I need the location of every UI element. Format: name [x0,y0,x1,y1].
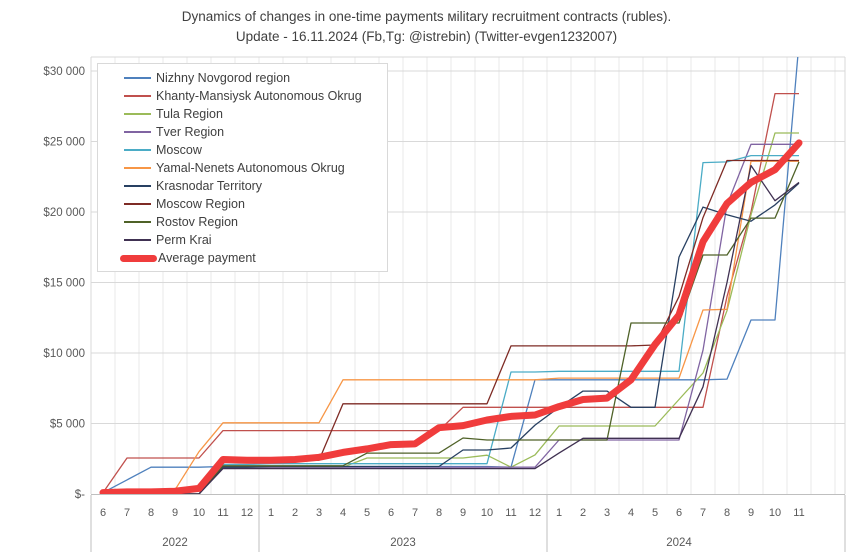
x-axis-month-label: 7 [124,507,130,519]
legend-swatch [124,203,151,205]
x-axis-month-label: 7 [700,507,706,519]
x-axis-month-label: 5 [652,507,658,519]
legend-swatch [120,254,157,262]
legend-label: Krasnodar Territory [156,179,263,193]
x-axis-year-label: 2022 [162,537,188,549]
x-axis-month-label: 4 [628,507,634,519]
legend-label: Khanty-Mansiysk Autonomous Okrug [156,89,362,103]
x-axis-month-label: 9 [748,507,754,519]
legend-label: Average payment [158,251,256,265]
y-axis-tick-label: $- [75,489,85,501]
x-axis-month-label: 11 [793,507,804,519]
legend-swatch [124,185,151,187]
x-axis-month-label: 9 [460,507,466,519]
legend-item-average-payment: Average payment [98,249,387,267]
x-axis-month-label: 8 [724,507,730,519]
y-axis-tick-label: $5 000 [50,419,85,431]
legend-item-tula-region: Tula Region [98,105,387,123]
x-axis-month-label: 4 [340,507,346,519]
legend-label: Moscow [156,143,202,157]
x-axis-month-label: 2 [292,507,298,519]
legend-item-krasnodar-territory: Krasnodar Territory [98,177,387,195]
legend-swatch [124,149,151,151]
series-line-krasnodar-territory [103,182,800,494]
legend-item-moscow-region: Moscow Region [98,195,387,213]
y-axis-tick-label: $30 000 [43,66,85,78]
x-axis-month-label: 7 [412,507,418,519]
legend-swatch [124,221,151,223]
x-axis-month-label: 3 [316,507,322,519]
series-line-perm-krai [103,164,800,494]
legend-label: Rostov Region [156,215,238,229]
legend-swatch [124,239,151,241]
x-axis-month-label: 1 [268,507,274,519]
x-axis-month-label: 6 [676,507,682,519]
series-line-yamal-nenets-autonomous-okrug [103,160,799,494]
legend-item-tver-region: Tver Region [98,123,387,141]
x-axis-month-label: 12 [529,507,541,519]
x-axis-month-label: 9 [172,507,178,519]
legend-label: Nizhny Novgorod region [156,71,291,85]
x-axis-month-label: 11 [217,507,228,519]
legend-swatch [124,95,151,97]
legend-swatch [124,167,151,169]
legend-label: Yamal-Nenets Autonomous Okrug [156,161,345,175]
x-axis-month-label: 6 [100,507,106,519]
x-axis-year-label: 2023 [390,537,416,549]
x-axis-month-label: 11 [505,507,516,519]
x-axis-month-label: 8 [436,507,442,519]
chart-legend: Nizhny Novgorod region Khanty-Mansiysk Au… [97,63,388,272]
legend-label: Tula Region [156,107,223,121]
chart-title-line1: Dynamics of changes in one-time payments… [181,9,672,24]
x-axis-year-label: 2024 [666,537,692,549]
legend-swatch [124,113,151,115]
y-axis-tick-label: $25 000 [43,137,85,149]
legend-item-nizhny-novgorod-region: Nizhny Novgorod region [98,69,387,87]
series-line-khanty-mansiysk-autonomous-okrug [102,92,799,493]
legend-label: Moscow Region [156,197,245,211]
legend-item-yamal-nenets-autonomous-okrug: Yamal-Nenets Autonomous Okrug [98,159,387,177]
x-axis-month-label: 10 [481,507,493,519]
legend-item-moscow: Moscow [98,141,387,159]
legend-item-perm-krai: Perm Krai [98,231,387,249]
x-axis-month-label: 10 [769,507,781,519]
legend-swatch [124,131,151,133]
x-axis-month-label: 2 [580,507,586,519]
chart-title-line2: Update - 16.11.2024 (Fb,Tg: @istrebin) (… [235,28,618,44]
x-axis-month-label: 1 [556,507,562,519]
legend-item-rostov-region: Rostov Region [98,213,387,231]
series-line-average-payment [99,139,803,494]
y-axis-tick-label: $15 000 [43,278,85,290]
legend-label: Tver Region [156,125,225,139]
y-axis-tick-label: $10 000 [43,348,85,360]
x-axis-month-label: 6 [388,507,394,519]
x-axis-month-label: 5 [364,507,370,519]
legend-label: Perm Krai [156,233,212,247]
x-axis-month-label: 3 [604,507,610,519]
legend-item-khanty-mansiysk-autonomous-okrug: Khanty-Mansiysk Autonomous Okrug [98,87,387,105]
chart-title: Dynamics of changes in one-time payments… [0,7,853,46]
y-axis-tick-label: $20 000 [43,207,85,219]
x-axis-month-label: 8 [148,507,154,519]
x-axis-month-label: 10 [193,507,205,519]
legend-swatch [124,77,151,79]
x-axis-month-label: 12 [241,507,253,519]
